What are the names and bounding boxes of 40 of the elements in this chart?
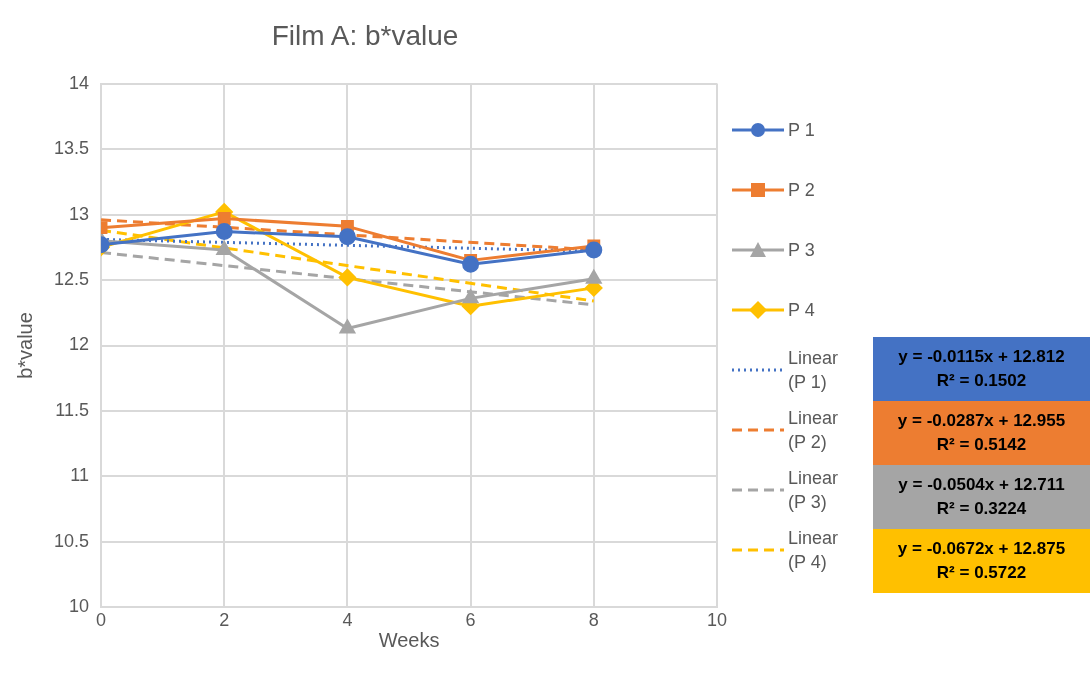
- legend-label: Linear (P 4): [788, 527, 840, 574]
- y-tick-label: 10: [69, 596, 90, 617]
- point: [215, 223, 233, 241]
- point: [462, 255, 480, 273]
- point: [216, 241, 232, 255]
- point: [586, 270, 602, 284]
- legend-label: P 3: [788, 239, 816, 262]
- x-tick-label: 2: [219, 610, 230, 631]
- point: [217, 212, 231, 225]
- point: [338, 268, 356, 286]
- legend-label: P 1: [788, 119, 816, 142]
- y-tick-label: 11.5: [55, 399, 90, 420]
- y-tick-label: 10.5: [53, 530, 90, 551]
- legend-label: Linear (P 1): [788, 347, 840, 394]
- y-tick-label: 12.5: [53, 268, 90, 289]
- chart-title: Film A: b*value: [271, 19, 459, 51]
- y-tick-label: 11: [70, 465, 90, 486]
- legend-label: Linear (P 3): [788, 467, 840, 514]
- x-tick-label: 10: [706, 610, 727, 631]
- legend-label: P 4: [788, 299, 816, 322]
- text: y = -0.0504x + 12.711 R² = 0.3224: [873, 465, 1090, 529]
- x-tick-label: 8: [588, 610, 599, 631]
- x-tick-label: 6: [465, 610, 476, 631]
- legend-label: Linear (P 2): [788, 407, 840, 454]
- point: [463, 289, 479, 304]
- text: y = -0.0672x + 12.875 R² = 0.5722: [873, 529, 1090, 593]
- point: [585, 241, 603, 259]
- y-tick-label: 13.5: [53, 138, 90, 159]
- x-tick-label: 0: [96, 610, 107, 631]
- text: y = -0.0115x + 12.812 R² = 0.1502: [873, 337, 1090, 401]
- point: [339, 319, 355, 334]
- y-tick-label: 14: [69, 72, 90, 93]
- legend-label: P 2: [788, 179, 816, 202]
- x-tick-label: 4: [342, 610, 353, 631]
- y-tick-label: 12: [69, 334, 90, 355]
- x-axis-title: Weeks: [378, 628, 440, 651]
- y-axis-title: b*value: [13, 312, 36, 379]
- text: y = -0.0287x + 12.955 R² = 0.5142: [873, 401, 1090, 465]
- point: [338, 228, 356, 246]
- y-tick-label: 13: [69, 203, 90, 224]
